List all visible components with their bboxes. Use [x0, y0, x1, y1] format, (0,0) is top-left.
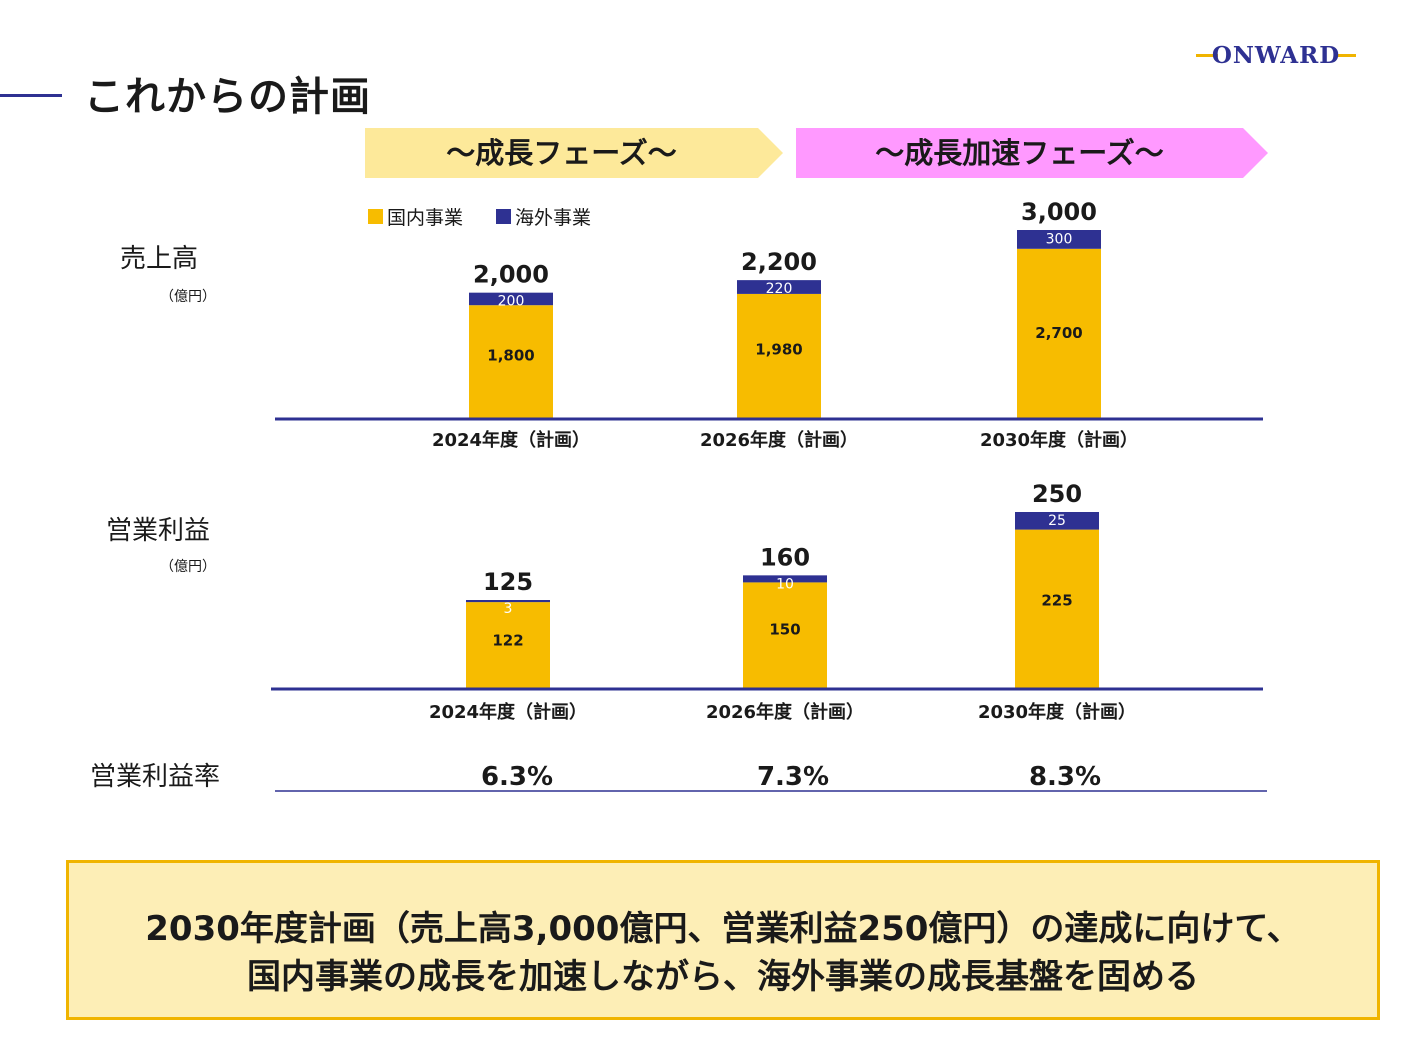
- total-label: 125: [483, 568, 533, 596]
- x-tick-label: 2030年度（計画）: [980, 429, 1138, 451]
- plan-charts: 1,800 200 2,000 2024年度（計画） 1,980 220 2,200 2026…: [271, 198, 1267, 792]
- data-label-domestic: 225: [1041, 591, 1072, 609]
- title-accent-line: [0, 94, 62, 97]
- data-label-domestic: 150: [769, 620, 800, 638]
- total-label: 2,200: [741, 248, 817, 276]
- total-label: 160: [760, 543, 810, 571]
- data-label-domestic: 1,980: [755, 340, 802, 358]
- margin-value: 6.3%: [481, 762, 553, 792]
- phase-arrow-growth: [365, 128, 783, 178]
- data-label-domestic: 2,700: [1035, 324, 1082, 342]
- bar-domestic: [737, 293, 821, 418]
- x-tick-label: 2030年度（計画）: [978, 701, 1136, 723]
- total-label: 3,000: [1021, 198, 1097, 226]
- legend-swatch-overseas: [496, 208, 511, 224]
- legend-label-overseas: 海外事業: [515, 206, 592, 229]
- logo-bar-right: [1334, 54, 1356, 57]
- bar-domestic: [1017, 248, 1101, 418]
- phase-arrow-acceleration: [796, 128, 1268, 178]
- legend-label-domestic: 国内事業: [387, 206, 464, 229]
- legend-swatch-domestic: [368, 208, 383, 224]
- data-label-overseas: 300: [1046, 231, 1073, 247]
- bar-domestic: [1015, 529, 1099, 688]
- data-label-domestic: 122: [492, 631, 523, 649]
- bar-overseas: [1015, 512, 1099, 530]
- bar-overseas: [469, 292, 553, 306]
- data-label-overseas: 200: [498, 294, 525, 310]
- bar-overseas: [1017, 230, 1101, 249]
- margin-value: 7.3%: [757, 762, 829, 792]
- data-label-overseas: 3: [504, 601, 513, 617]
- page-title: これからの計画: [84, 74, 371, 120]
- legend-overseas: 海外事業: [496, 204, 592, 229]
- legend-domestic: 国内事業: [368, 204, 464, 229]
- x-tick-label: 2026年度（計画）: [700, 429, 858, 451]
- phase-arrows: [365, 128, 1268, 178]
- bar-overseas: [743, 575, 827, 583]
- x-tick-label: 2026年度（計画）: [706, 701, 864, 723]
- bar-domestic: [743, 582, 827, 688]
- phase-label-growth: ～成長フェーズ～: [446, 136, 677, 170]
- margin-row-label: 営業利益率: [90, 762, 221, 792]
- total-label: 250: [1032, 480, 1082, 508]
- onward-logo: ONWARD: [1196, 40, 1356, 72]
- bar-overseas: [466, 600, 550, 603]
- bar-domestic: [469, 305, 553, 418]
- summary-message-box: 2030年度計画（売上高3,000億円、営業利益250億円）の達成に向けて、 国…: [66, 860, 1380, 1020]
- x-tick-label: 2024年度（計画）: [432, 429, 590, 451]
- margin-value: 8.3%: [1029, 762, 1101, 792]
- data-label-domestic: 1,800: [487, 346, 534, 364]
- data-label-overseas: 220: [766, 281, 793, 297]
- profit-unit-label: （億円）: [160, 559, 216, 575]
- x-tick-label: 2024年度（計画）: [429, 701, 587, 723]
- phase-label-acceleration: ～成長加速フェーズ～: [875, 136, 1164, 170]
- data-label-overseas: 25: [1048, 513, 1066, 529]
- logo-bar-left: [1196, 54, 1218, 57]
- total-label: 2,000: [473, 261, 549, 289]
- summary-line-2: 国内事業の成長を加速しながら、海外事業の成長基盤を固める: [247, 957, 1199, 997]
- bar-domestic: [466, 602, 550, 688]
- summary-line-1: 2030年度計画（売上高3,000億円、営業利益250億円）の達成に向けて、: [145, 909, 1301, 949]
- sales-row-label: 売上高: [120, 244, 199, 274]
- logo-text: ONWARD: [1211, 42, 1341, 69]
- profit-row-label: 営業利益: [106, 516, 211, 546]
- sales-unit-label: （億円）: [160, 289, 216, 305]
- bar-overseas: [737, 280, 821, 294]
- data-label-overseas: 10: [776, 576, 794, 592]
